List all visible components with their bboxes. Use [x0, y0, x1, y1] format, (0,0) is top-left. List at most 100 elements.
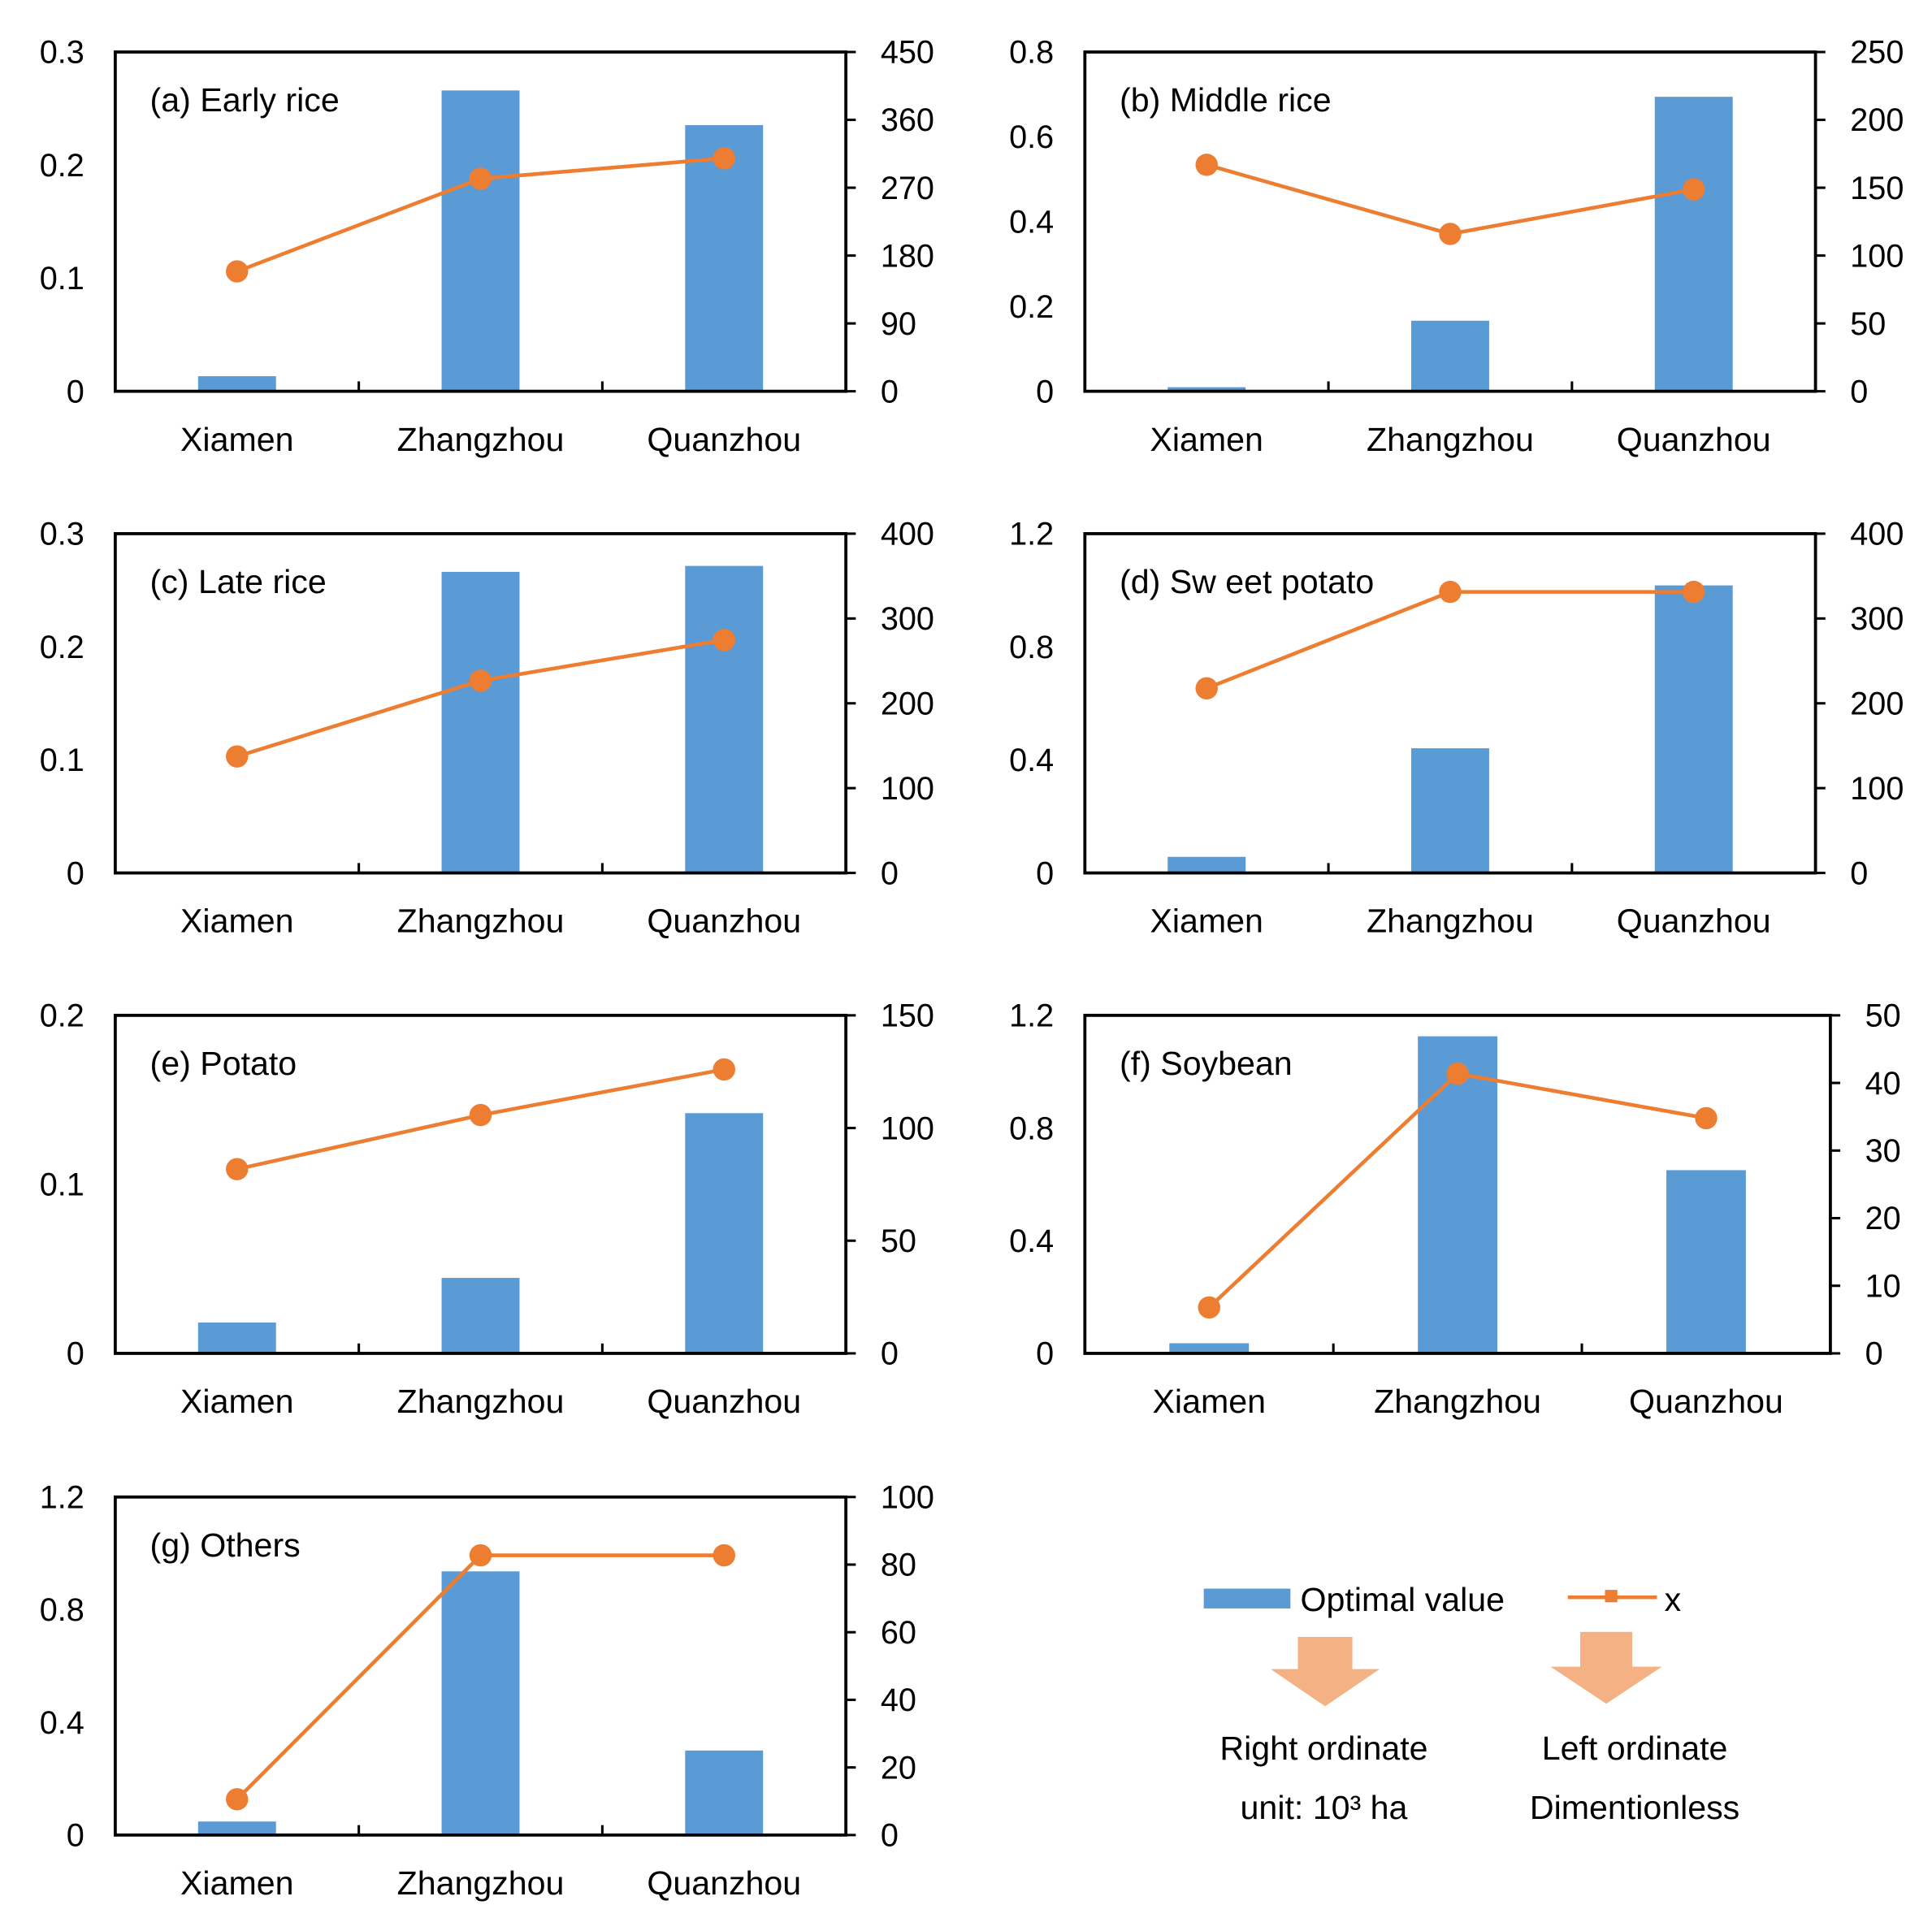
right-tick-label: 100	[1850, 238, 1904, 274]
left-tick-label: 0	[67, 1336, 84, 1372]
x-point-xiamen	[1195, 154, 1218, 176]
right-tick-label: 40	[881, 1682, 916, 1718]
x-point-xiamen	[226, 1158, 249, 1180]
category-label: Quanzhou	[1629, 1383, 1783, 1420]
right-tick-label: 30	[1865, 1133, 1901, 1169]
category-label: Zhangzhou	[1367, 421, 1534, 458]
x-point-zhangzhou	[469, 167, 492, 190]
x-point-quanzhou	[1683, 178, 1705, 201]
category-label: Quanzhou	[1617, 903, 1771, 940]
left-tick-label: 1.2	[1009, 517, 1054, 552]
right-tick-label: 10	[1865, 1268, 1901, 1304]
bar-zhangzhou	[1418, 1036, 1498, 1353]
bar-xiamen	[1169, 1343, 1250, 1353]
left-tick-label: 0.2	[40, 148, 84, 184]
bar-xiamen	[197, 376, 276, 392]
category-label: Zhangzhou	[1374, 1383, 1541, 1420]
arrow-down-icon	[1550, 1631, 1662, 1704]
category-label: Quanzhou	[647, 1864, 801, 1902]
right-tick-label: 40	[1865, 1066, 1901, 1102]
left-tick-label: 0.8	[1009, 1111, 1054, 1146]
bar-quanzhou	[685, 1113, 764, 1353]
x-point-zhangzhou	[469, 1103, 492, 1127]
x-line	[1206, 590, 1694, 691]
bar-zhangzhou	[441, 1571, 520, 1835]
left-ordinate-unit: Dimentionless	[1530, 1789, 1739, 1826]
category-label: Zhangzhou	[397, 421, 565, 458]
category-label: Zhangzhou	[1367, 903, 1534, 940]
right-tick-label: 300	[881, 601, 934, 637]
left-tick-label: 0.3	[40, 517, 84, 552]
right-tick-label: 450	[881, 35, 934, 71]
right-tick-label: 400	[881, 517, 934, 552]
x-point-zhangzhou	[1439, 223, 1462, 245]
panel-title: (g) Others	[150, 1526, 301, 1564]
panel-title: (d) Sw eet potato	[1120, 563, 1374, 600]
left-tick-label: 0	[67, 374, 84, 409]
legend-line-marker	[1605, 1590, 1618, 1603]
category-label: Quanzhou	[1617, 421, 1771, 458]
category-label: Zhangzhou	[397, 1864, 565, 1902]
bar-zhangzhou	[441, 1278, 520, 1353]
left-tick-label: 0.2	[40, 998, 84, 1034]
right-tick-label: 300	[1850, 601, 1904, 637]
category-label: Xiamen	[180, 421, 294, 458]
left-tick-label: 0	[67, 1818, 84, 1854]
right-tick-label: 20	[881, 1750, 916, 1786]
left-tick-label: 1.2	[40, 1479, 84, 1515]
right-tick-label: 180	[881, 238, 934, 274]
right-tick-label: 100	[881, 1111, 934, 1146]
bar-quanzhou	[685, 565, 764, 873]
panel-g: 0 0.4 0.8 1.2 0 20 40 60 80 100 Xiamen Zhangzhou Qua…	[40, 1479, 934, 1902]
left-ordinate-note: Left ordinate	[1542, 1730, 1728, 1767]
panel-title: (b) Middle rice	[1120, 81, 1332, 119]
bar-quanzhou	[1654, 97, 1733, 392]
plot-frame	[113, 1495, 848, 1837]
bar-zhangzhou	[1411, 320, 1489, 392]
panel-title: (e) Potato	[150, 1045, 297, 1082]
plot-frame	[1083, 1013, 1832, 1355]
right-tick-label: 100	[1850, 771, 1904, 807]
x-point-quanzhou	[1683, 580, 1705, 604]
right-tick-label: 360	[881, 102, 934, 138]
x-point-xiamen	[226, 1788, 249, 1811]
left-tick-label: 0.1	[40, 1167, 84, 1203]
left-tick-label: 1.2	[1009, 998, 1054, 1034]
x-point-quanzhou	[713, 629, 735, 652]
x-point-quanzhou	[713, 1543, 735, 1567]
legend-bar-swatch	[1203, 1588, 1291, 1608]
left-tick-label: 0	[1036, 855, 1054, 891]
right-tick-label: 60	[881, 1615, 916, 1651]
right-tick-label: 150	[881, 998, 934, 1034]
x-point-zhangzhou	[469, 1543, 492, 1567]
x-point-zhangzhou	[469, 669, 492, 692]
left-tick-label: 0	[1036, 1336, 1054, 1372]
right-tick-label: 270	[881, 171, 934, 206]
left-tick-label: 0.8	[1009, 35, 1054, 71]
left-tick-label: 0	[67, 855, 84, 891]
left-tick-label: 0.4	[40, 1705, 84, 1741]
left-tick-label: 0	[1036, 374, 1054, 409]
right-tick-label: 100	[881, 1479, 934, 1515]
x-point-xiamen	[226, 260, 249, 283]
x-point-xiamen	[226, 745, 249, 768]
category-label: Xiamen	[1150, 903, 1263, 940]
category-label: Xiamen	[1150, 421, 1263, 458]
bar-xiamen	[1167, 387, 1246, 392]
x-point-xiamen	[1198, 1296, 1220, 1319]
category-label: Quanzhou	[647, 1383, 801, 1420]
right-tick-label: 150	[1850, 171, 1904, 206]
x-point-quanzhou	[1695, 1106, 1718, 1130]
legend-line-label: x	[1665, 1581, 1682, 1618]
left-tick-label: 0.2	[1009, 289, 1054, 325]
bar-quanzhou	[1654, 585, 1733, 873]
category-label: Xiamen	[180, 1864, 294, 1902]
bar-zhangzhou	[1411, 748, 1489, 873]
category-label: Xiamen	[180, 1383, 294, 1420]
left-tick-label: 0.1	[40, 261, 84, 297]
x-point-zhangzhou	[1446, 1062, 1469, 1085]
category-label: Zhangzhou	[397, 903, 565, 940]
panel-title: (a) Early rice	[150, 81, 340, 119]
right-tick-label: 400	[1850, 517, 1904, 552]
